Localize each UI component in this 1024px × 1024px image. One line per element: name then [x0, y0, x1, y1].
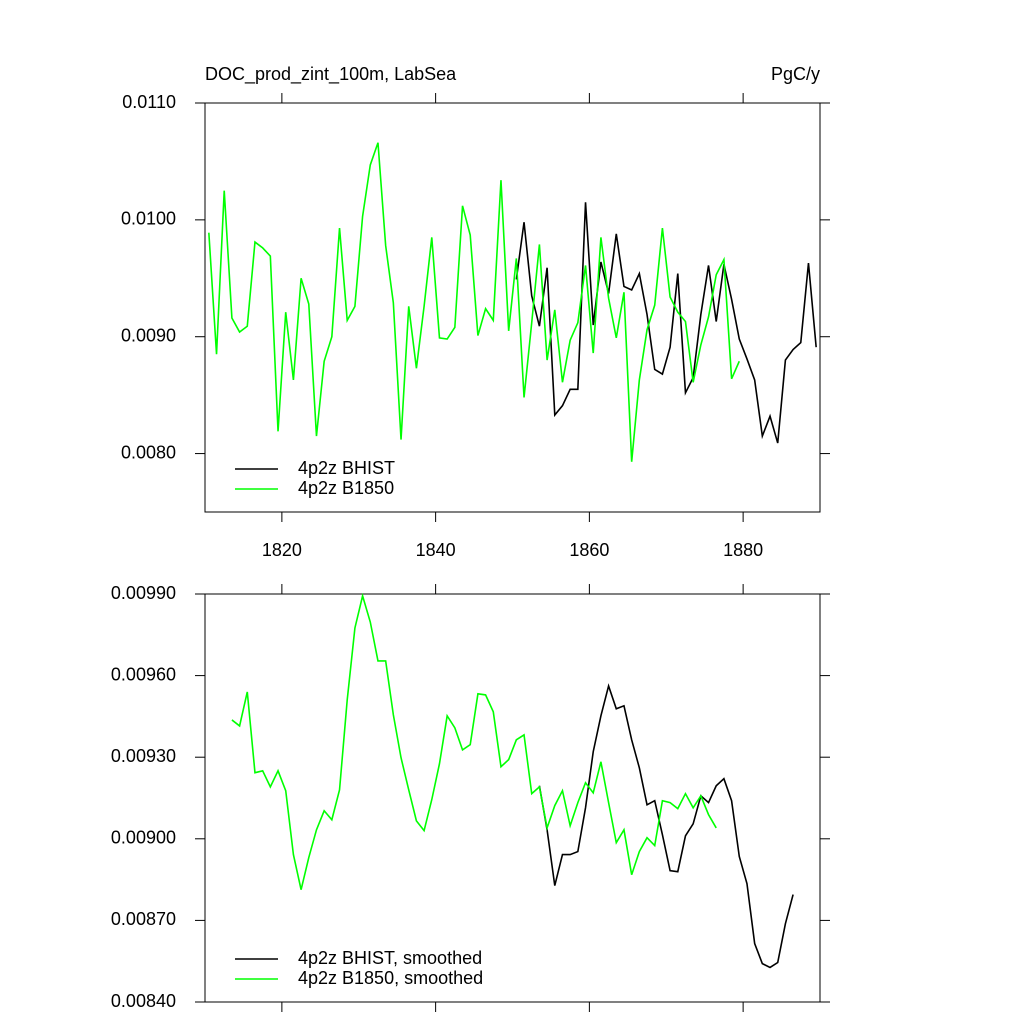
x-tick-label: 1820	[262, 540, 302, 560]
series-line	[515, 202, 817, 444]
y-tick-label: 0.0090	[121, 325, 176, 345]
y-tick-label: 0.00930	[111, 746, 176, 766]
legend-label: 4p2z B1850	[298, 478, 394, 498]
y-tick-label: 0.0100	[121, 209, 176, 229]
series-line	[208, 142, 741, 462]
legend-label: 4p2z BHIST, smoothed	[298, 948, 482, 968]
legend-label: 4p2z BHIST	[298, 458, 395, 478]
y-tick-label: 0.0080	[121, 442, 176, 462]
x-tick-label: 1860	[569, 540, 609, 560]
plot-frame	[204, 102, 821, 513]
y-tick-label: 0.00900	[111, 828, 176, 848]
y-tick-label: 0.0110	[122, 92, 176, 112]
series-line	[231, 592, 717, 890]
y-tick-label: 0.00840	[111, 991, 176, 1011]
plot-frame	[204, 593, 821, 1003]
legend-label: 4p2z B1850, smoothed	[298, 968, 483, 988]
series-line	[538, 683, 794, 969]
units-label: PgC/y	[771, 64, 820, 84]
y-tick-label: 0.00990	[111, 583, 176, 603]
x-tick-label: 1840	[416, 540, 456, 560]
y-tick-label: 0.00870	[111, 909, 176, 929]
x-tick-label: 1880	[723, 540, 763, 560]
chart-title: DOC_prod_zint_100m, LabSea	[205, 64, 457, 85]
y-tick-label: 0.00960	[111, 664, 176, 684]
